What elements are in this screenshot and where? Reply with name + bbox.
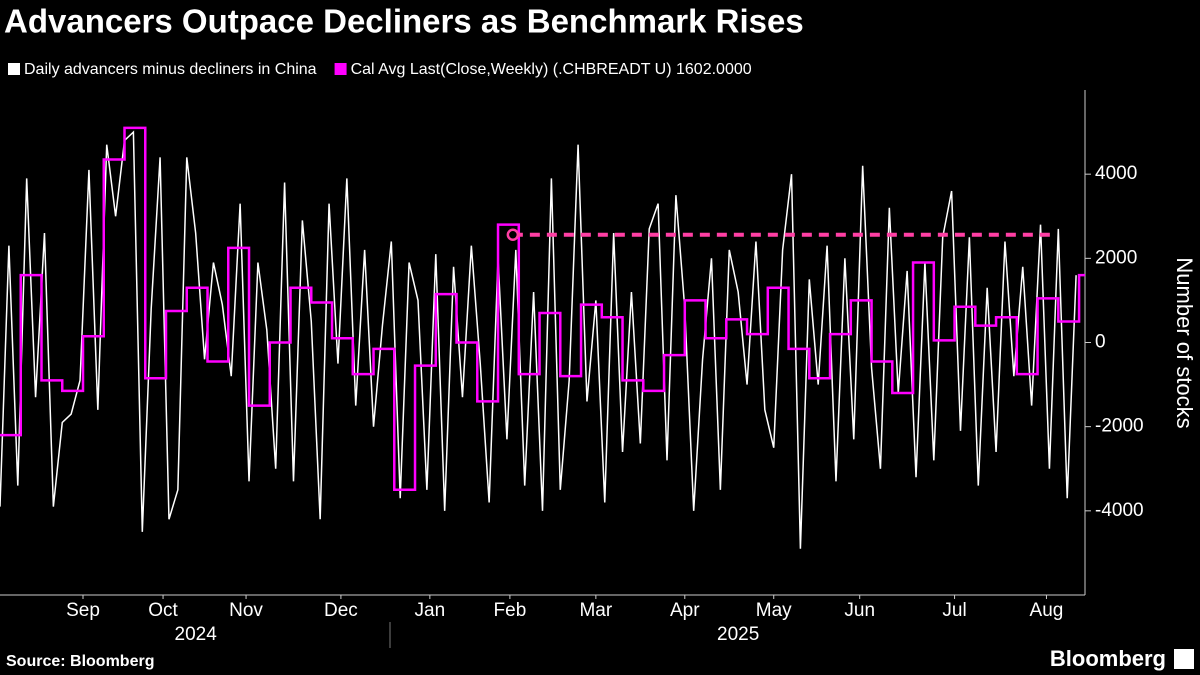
brand-icon	[1174, 649, 1194, 669]
x-tick-label: Jan	[415, 600, 446, 621]
y-tick-label: 4000	[1095, 163, 1137, 184]
reference-marker	[506, 228, 520, 242]
x-tick-label: Jun	[844, 600, 875, 621]
y-tick-label: -2000	[1095, 416, 1144, 437]
x-tick-label: Dec	[324, 600, 358, 621]
x-tick-label: Feb	[494, 600, 527, 621]
brand-logo: Bloomberg	[1050, 646, 1166, 671]
legend-swatch	[334, 63, 347, 75]
y-tick-label: 0	[1095, 332, 1106, 353]
chart-title: Advancers Outpace Decliners as Benchmark…	[4, 3, 804, 40]
x-tick-label: Jul	[942, 600, 966, 621]
legend-label: Daily advancers minus decliners in China	[24, 61, 317, 78]
legend-swatch	[8, 63, 20, 75]
y-axis-label: Number of stocks	[1172, 257, 1197, 428]
y-tick-label: 2000	[1095, 247, 1137, 268]
year-label: 2024	[175, 624, 218, 645]
y-tick-label: -4000	[1095, 500, 1144, 521]
x-tick-label: Apr	[670, 600, 700, 621]
x-tick-label: Sep	[66, 600, 100, 621]
year-label: 2025	[717, 624, 759, 645]
x-tick-label: May	[756, 600, 792, 621]
x-tick-label: Oct	[148, 600, 178, 621]
legend-label: Cal Avg Last(Close,Weekly) (.CHBREADT U)…	[351, 61, 752, 78]
step-line	[0, 126, 1085, 492]
x-tick-label: Nov	[229, 600, 263, 621]
x-tick-label: Aug	[1030, 600, 1064, 621]
source: Source: Bloomberg	[6, 653, 154, 670]
x-tick-label: Mar	[579, 600, 612, 621]
daily-line	[0, 130, 1077, 549]
